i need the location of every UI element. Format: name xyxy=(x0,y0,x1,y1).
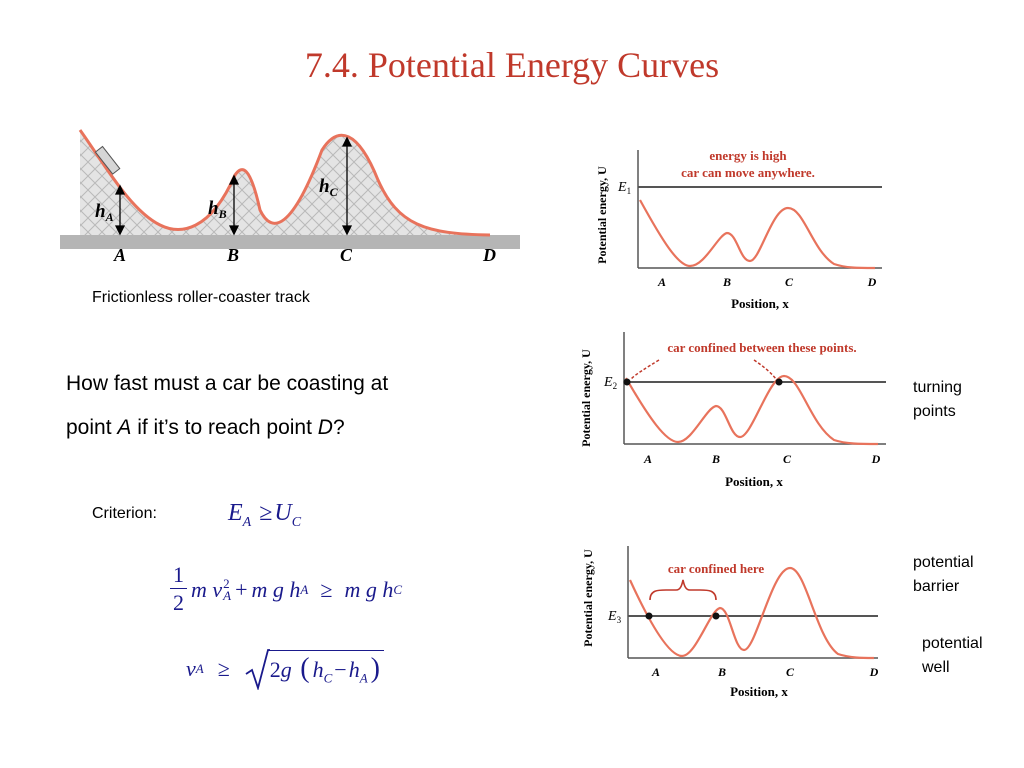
potential-energy-graph-3: Potential energy, U E3 car confined here… xyxy=(581,546,879,699)
label-turning-points: turning points xyxy=(913,379,962,420)
roller-coaster-track-figure: hA hB hC A B C D xyxy=(60,129,520,265)
tick-label-a: A xyxy=(643,452,652,466)
criterion-label: Criterion: xyxy=(92,505,157,522)
ground xyxy=(60,235,520,249)
potential-curve xyxy=(629,566,875,660)
y-axis-label: Potential energy, U xyxy=(579,349,593,447)
energy-level-label: E1 xyxy=(617,180,631,196)
square-root-sign xyxy=(245,649,270,690)
potential-curve xyxy=(639,199,876,270)
y-axis-label: Potential energy, U xyxy=(581,549,595,647)
point-label-c: C xyxy=(340,245,353,265)
tick-label-a: A xyxy=(651,665,660,679)
well-point-left xyxy=(645,612,653,620)
confinement-brace xyxy=(649,579,717,601)
arrow-right xyxy=(753,359,777,380)
fraction-one-half: 1 2 xyxy=(170,562,187,617)
potential-energy-graph-1: Potential energy, U E1 energy is high ca… xyxy=(595,148,882,311)
note-energy-high: energy is high xyxy=(709,148,787,163)
potential-curve xyxy=(625,374,879,446)
question-line-1: How fast must a car be coasting at xyxy=(66,372,389,395)
height-label-c: hC xyxy=(319,176,339,199)
turning-point-right xyxy=(775,378,783,386)
tick-label-b: B xyxy=(717,665,726,679)
question-line-2: point A if it’s to reach point D? xyxy=(66,416,345,439)
arrow-left xyxy=(630,359,660,380)
potential-energy-graph-2: Potential energy, U E2 car confined betw… xyxy=(579,332,886,489)
track-curve xyxy=(78,129,491,237)
tick-label-d: D xyxy=(869,665,879,679)
tick-label-c: C xyxy=(785,275,794,289)
turning-point-left xyxy=(623,378,631,386)
criterion-equation: EA ≥UC xyxy=(228,500,302,530)
x-axis-label: Position, x xyxy=(725,474,783,489)
coaster-car xyxy=(94,145,121,175)
x-axis-label: Position, x xyxy=(730,684,788,699)
tick-label-c: C xyxy=(786,665,795,679)
y-axis-label: Potential energy, U xyxy=(595,166,609,264)
point-label-d: D xyxy=(482,245,496,265)
point-label-b: B xyxy=(226,245,239,265)
height-label-b: hB xyxy=(208,198,227,221)
question-text: How fast must a car be coasting at point… xyxy=(66,362,486,450)
tick-label-b: B xyxy=(711,452,720,466)
label-potential-well: potential well xyxy=(922,635,983,676)
track-caption: Frictionless roller-coaster track xyxy=(92,289,310,306)
point-label-a: A xyxy=(113,245,126,265)
slide-title: 7.4. Potential Energy Curves xyxy=(304,45,720,85)
note-confined-here: car confined here xyxy=(668,561,765,576)
radicand: 2g (hC−hA) xyxy=(267,649,384,686)
energy-level-label: E2 xyxy=(603,375,617,391)
tick-label-b: B xyxy=(722,275,731,289)
x-axis-label: Position, x xyxy=(731,296,789,311)
tick-label-a: A xyxy=(657,275,666,289)
note-confined-between: car confined between these points. xyxy=(667,340,856,355)
height-label-a: hA xyxy=(95,201,114,224)
energy-level-label: E3 xyxy=(607,609,622,625)
note-move-anywhere: car can move anywhere. xyxy=(681,165,815,180)
well-point-right xyxy=(712,612,720,620)
tick-label-d: D xyxy=(867,275,877,289)
tick-label-c: C xyxy=(783,452,792,466)
tick-label-d: D xyxy=(871,452,881,466)
label-potential-barrier: potential barrier xyxy=(913,554,974,595)
